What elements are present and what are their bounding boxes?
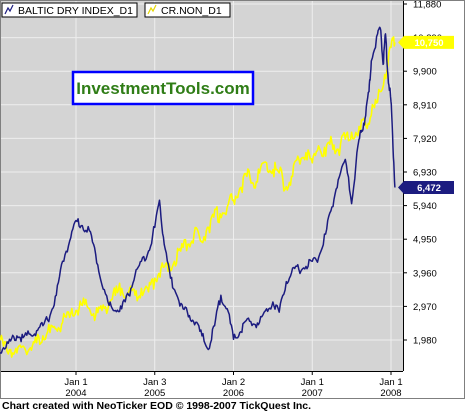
last-value-label: 10,750 [414, 38, 443, 49]
last-value-label: 6,472 [417, 183, 441, 194]
x-tick-label-line1: Jan 1 [379, 377, 402, 388]
grid [1, 1, 403, 371]
line-chart-icon [147, 4, 157, 15]
watermark-banner: InvestmentTools.com [71, 70, 255, 106]
y-tick-label: 3,960 [413, 268, 437, 279]
plot-area [1, 1, 403, 371]
legend-label-crnon: CR.NON_D1 [161, 5, 222, 17]
line-chart-icon [4, 4, 14, 15]
banner-text: InvestmentTools.com [76, 79, 250, 98]
x-tick-label-line2: 2005 [144, 388, 165, 399]
legend-item-crnon[interactable]: CR.NON_D1 [144, 2, 231, 18]
y-tick-label: 5,940 [413, 201, 437, 212]
legend-item-baltic[interactable]: BALTIC DRY INDEX_D1 [1, 2, 138, 18]
last-value-tag-baltic: 6,472 [398, 181, 454, 195]
series-line-baltic [0, 26, 396, 354]
last-value-tags: 10,750 6,472 [398, 35, 454, 195]
series-line-crnon [0, 36, 396, 358]
series-layer [0, 26, 396, 358]
chart-credit: Chart created with NeoTicker EOD © 1998-… [2, 400, 312, 412]
x-tick-label-line1: Jan 2 [222, 377, 245, 388]
x-tick-label-line1: Jan 1 [301, 377, 324, 388]
y-tick-label: 9,900 [413, 67, 437, 78]
y-tick-label: 4,950 [413, 235, 437, 246]
last-value-tag-crnon: 10,750 [398, 35, 454, 49]
y-tick-label: 1,980 [413, 336, 437, 347]
x-tick-label-line2: 2004 [65, 388, 86, 399]
legend: BALTIC DRY INDEX_D1 CR.NON_D1 [1, 2, 231, 18]
x-tick-label-line1: Jan 3 [143, 377, 166, 388]
x-tick-label-line1: Jan 1 [64, 377, 87, 388]
x-tick-label-line2: 2006 [223, 388, 244, 399]
y-tick-label: 8,910 [413, 100, 437, 111]
x-tick-label-line2: 2007 [302, 388, 323, 399]
x-tick-label-line2: 2008 [380, 388, 401, 399]
y-tick-label: 2,970 [413, 302, 437, 313]
y-tick-label: 11,880 [413, 0, 441, 11]
legend-label-baltic: BALTIC DRY INDEX_D1 [18, 5, 133, 17]
y-tick-label: 6,930 [413, 168, 437, 179]
y-tick-label: 7,920 [413, 134, 437, 145]
